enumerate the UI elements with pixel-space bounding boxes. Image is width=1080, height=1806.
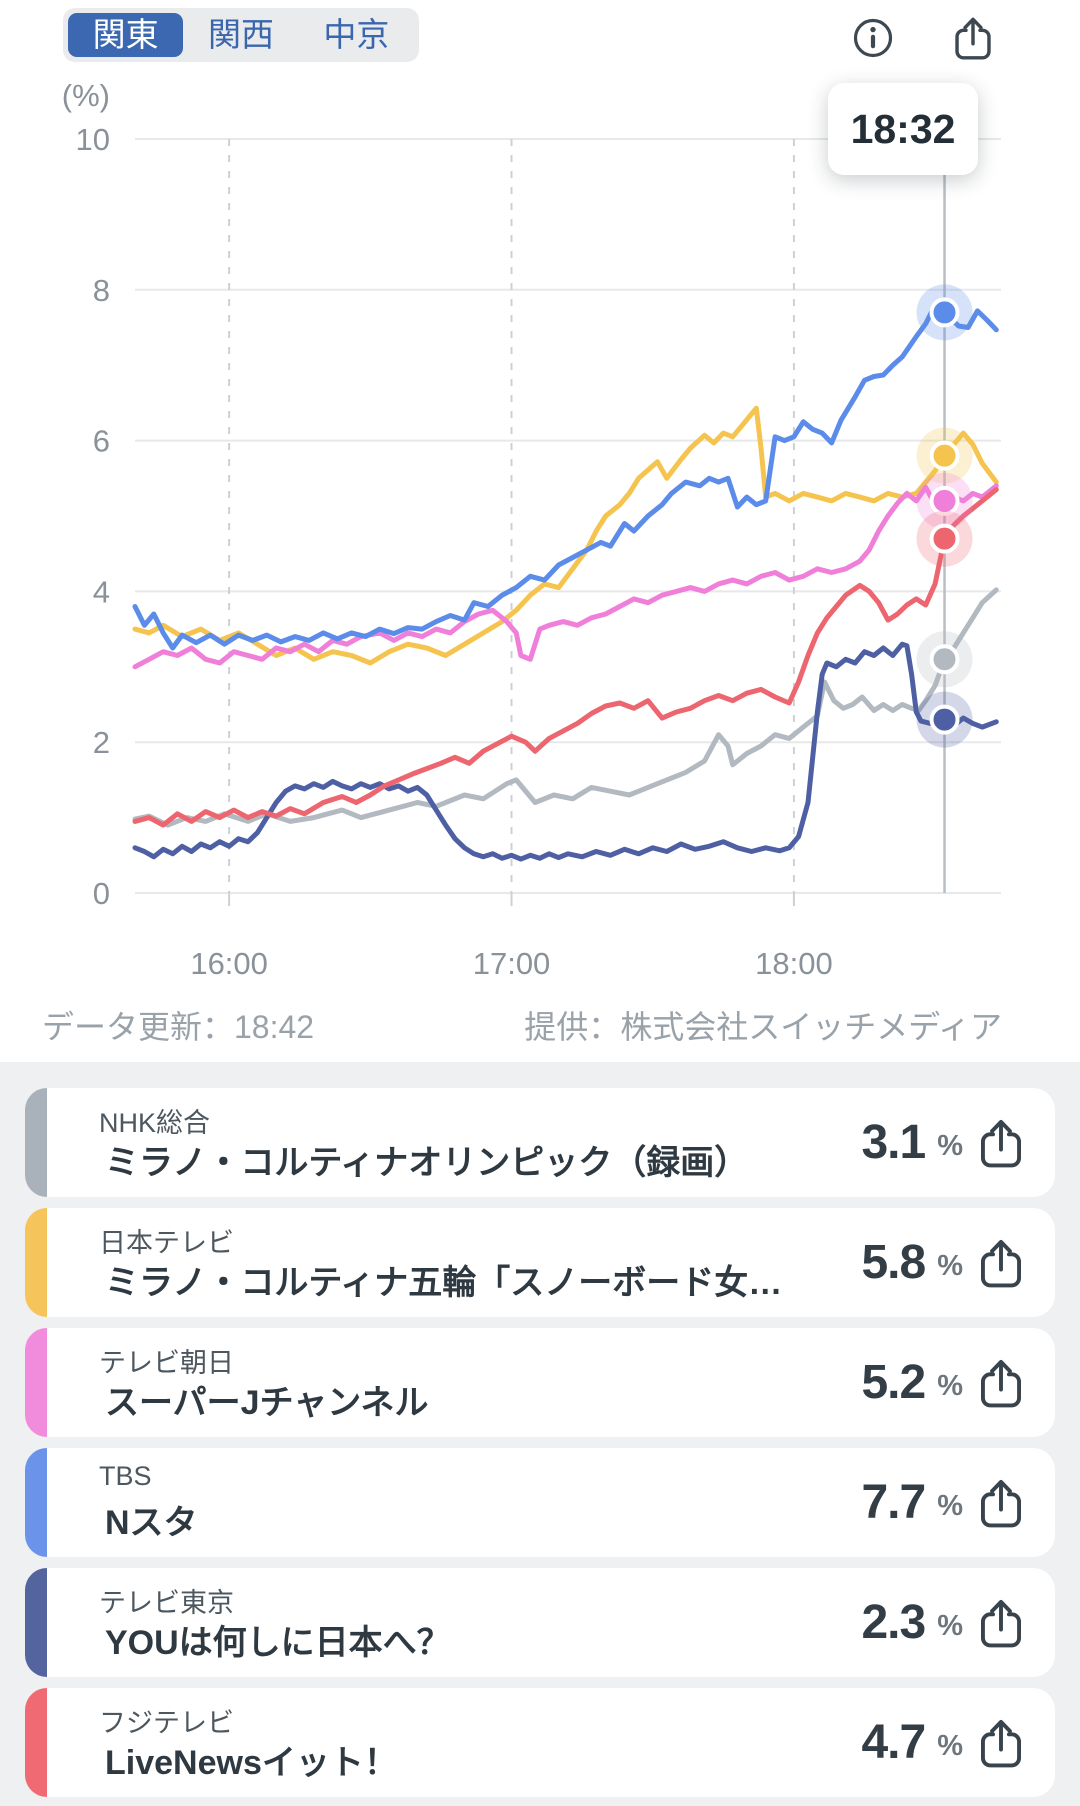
rating-value: 4.7 <box>861 1716 926 1769</box>
svg-text:(%): (%) <box>62 78 110 113</box>
channel-color-bar <box>25 1208 47 1317</box>
program-row[interactable]: フジテレビ LiveNewsイット！ 4.7% <box>25 1688 1055 1797</box>
channel-name: フジテレビ <box>99 1708 234 1738</box>
share-icon[interactable] <box>975 1357 1027 1409</box>
share-icon[interactable] <box>975 1717 1027 1769</box>
channel-name: TBS <box>99 1461 152 1491</box>
svg-text:18:00: 18:00 <box>755 946 833 981</box>
channel-color-bar <box>25 1448 47 1557</box>
rating-block: 5.2% <box>861 1328 1027 1437</box>
tab-region-0[interactable]: 関東 <box>68 13 184 57</box>
rating-block: 7.7% <box>861 1448 1027 1557</box>
rating-unit: % <box>937 1610 963 1642</box>
rating-value: 2.3 <box>861 1596 926 1649</box>
program-title: ミラノ・コルティナ五輪「スノーボード女… <box>105 1264 783 1302</box>
rating-block: 5.8% <box>861 1208 1027 1317</box>
ratings-chart[interactable]: 0 2 4 6 8 10 (%) 16:00 17:00 18:00 <box>0 0 1080 1010</box>
provider-label: 提供：株式会社スイッチメディア <box>524 1009 1002 1045</box>
rating-value: 5.2 <box>861 1356 926 1409</box>
share-icon[interactable] <box>950 15 996 61</box>
program-title: LiveNewsイット！ <box>105 1744 398 1782</box>
share-icon[interactable] <box>975 1237 1027 1289</box>
channel-color-bar <box>25 1688 47 1797</box>
program-title: スーパーJチャンネル <box>105 1384 429 1422</box>
share-icon[interactable] <box>975 1117 1027 1169</box>
rating-unit: % <box>937 1250 963 1282</box>
rating-unit: % <box>937 1130 963 1162</box>
program-title: Nスタ <box>105 1504 198 1542</box>
channel-name: テレビ東京 <box>99 1588 234 1618</box>
chart-footer: データ更新：18:42 提供：株式会社スイッチメディア <box>42 1002 1002 1048</box>
time-tooltip: 18:32 <box>828 83 978 175</box>
svg-text:16:00: 16:00 <box>190 946 268 981</box>
info-icon[interactable] <box>851 16 895 60</box>
rating-block: 2.3% <box>861 1568 1027 1677</box>
program-title: ミラノ・コルティナオリンピック（録画） <box>105 1144 749 1182</box>
channel-color-bar <box>25 1568 47 1677</box>
channel-name: 日本テレビ <box>99 1228 234 1258</box>
rating-value: 5.8 <box>861 1236 926 1289</box>
data-updated-label: データ更新：18:42 <box>42 1009 315 1045</box>
share-icon[interactable] <box>975 1477 1027 1529</box>
rating-value: 3.1 <box>861 1116 926 1169</box>
rating-unit: % <box>937 1490 963 1522</box>
channel-name: NHK総合 <box>99 1108 211 1138</box>
svg-text:6: 6 <box>93 424 110 459</box>
program-row[interactable]: テレビ朝日スーパーJチャンネル 5.2% <box>25 1328 1055 1437</box>
tab-region-2[interactable]: 中京 <box>323 16 390 53</box>
rating-value: 7.7 <box>861 1476 926 1529</box>
program-row[interactable]: TBS Nスタ 7.7% <box>25 1448 1055 1557</box>
svg-text:4: 4 <box>93 574 110 609</box>
tooltip-time: 18:32 <box>850 105 956 152</box>
program-row[interactable]: テレビ東京 YOUは何しに日本へ？ 2.3% <box>25 1568 1055 1677</box>
channel-color-bar <box>25 1328 47 1437</box>
svg-text:10: 10 <box>76 122 110 157</box>
svg-text:0: 0 <box>93 876 110 911</box>
rating-block: 4.7% <box>861 1688 1027 1797</box>
region-tabs: 関東 関西 中京 <box>63 8 419 62</box>
tab-region-1[interactable]: 関西 <box>207 16 274 53</box>
program-row[interactable]: NHK総合ミラノ・コルティナオリンピック（録画） 3.1% <box>25 1088 1055 1197</box>
rating-unit: % <box>937 1370 963 1402</box>
program-row[interactable]: 日本テレビミラノ・コルティナ五輪「スノーボード女… 5.8% <box>25 1208 1055 1317</box>
program-title: YOUは何しに日本へ？ <box>105 1624 451 1662</box>
rating-unit: % <box>937 1730 963 1762</box>
channel-name: テレビ朝日 <box>99 1348 234 1378</box>
channel-color-bar <box>25 1088 47 1197</box>
svg-text:2: 2 <box>93 725 110 760</box>
rating-block: 3.1% <box>861 1088 1027 1197</box>
svg-text:8: 8 <box>93 273 110 308</box>
share-icon[interactable] <box>975 1597 1027 1649</box>
svg-text:17:00: 17:00 <box>473 946 551 981</box>
program-list: NHK総合 ミラノ・コルティナオリンピック（録画） 3.1% 日本テレビ ミラノ・コルテ… <box>0 1062 1080 1806</box>
